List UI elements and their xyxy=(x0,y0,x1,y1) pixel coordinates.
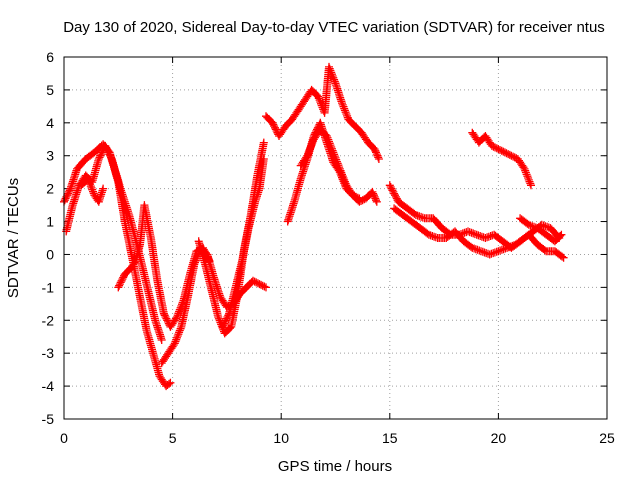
x-tick-label: 5 xyxy=(169,430,177,446)
x-tick-label: 20 xyxy=(491,430,507,446)
y-tick-label: -3 xyxy=(42,345,55,361)
y-tick-label: 5 xyxy=(46,82,54,98)
y-tick-label: 6 xyxy=(46,49,54,65)
plus-markers xyxy=(390,204,564,259)
x-tick-labels: 0 5 10 15 20 25 xyxy=(60,430,615,446)
y-tick-label: 3 xyxy=(46,148,54,164)
y-tick-labels: -5 -4 -3 -2 -1 0 1 2 3 4 5 6 xyxy=(42,49,55,427)
series-s3 xyxy=(77,174,108,206)
series-s13 xyxy=(468,128,535,190)
y-tick-label: 1 xyxy=(46,214,54,230)
y-tick-label: -1 xyxy=(42,279,55,295)
plus-markers xyxy=(218,155,268,331)
x-axis-label: GPS time / hours xyxy=(278,458,392,475)
y-tick-label: -4 xyxy=(42,378,55,394)
series-s7 xyxy=(218,155,268,331)
plus-markers xyxy=(262,62,383,163)
plus-markers xyxy=(468,128,535,190)
x-tick-label: 10 xyxy=(273,430,289,446)
y-tick-label: 4 xyxy=(46,115,54,131)
x-tick-label: 15 xyxy=(382,430,398,446)
plot-frame xyxy=(63,56,608,420)
y-tick-label: 2 xyxy=(46,181,54,197)
y-tick-label: 0 xyxy=(46,246,54,262)
series-s14 xyxy=(516,214,566,246)
y-tick-label: -5 xyxy=(42,411,55,427)
series-s12 xyxy=(390,204,564,259)
series-s10 xyxy=(296,125,364,203)
y-axis-label: SDTVAR / TECUs xyxy=(5,178,22,298)
plus-markers xyxy=(77,174,108,206)
x-tick-label: 25 xyxy=(599,430,615,446)
y-tick-label: -2 xyxy=(42,312,55,328)
chart-title: Day 130 of 2020, Sidereal Day-to-day VTE… xyxy=(63,19,605,36)
plus-markers xyxy=(296,125,364,203)
x-tick-label: 0 xyxy=(60,430,68,446)
plus-markers xyxy=(516,214,566,246)
series-s8 xyxy=(262,62,383,163)
